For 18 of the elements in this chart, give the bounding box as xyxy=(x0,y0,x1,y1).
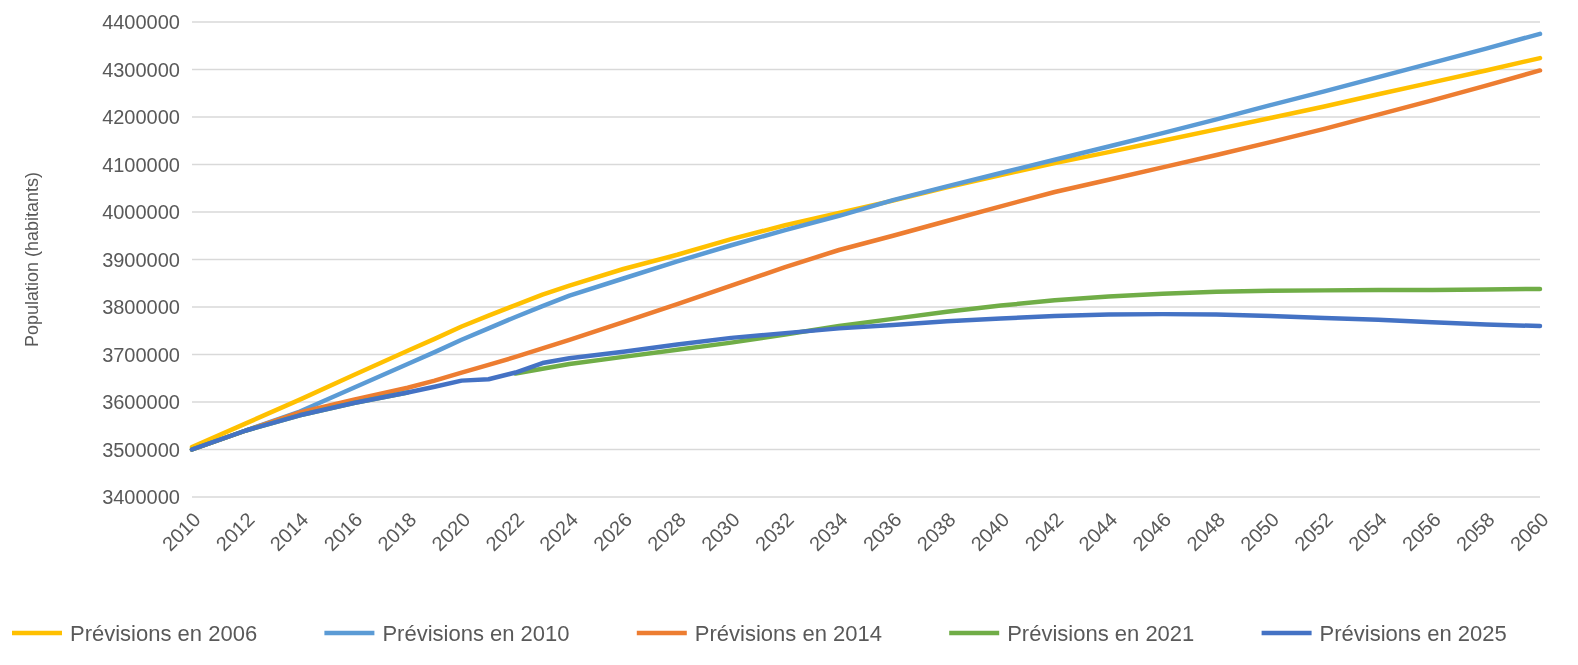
legend-label: Prévisions en 2010 xyxy=(382,620,570,646)
y-tick-label: 3500000 xyxy=(102,438,180,461)
y-tick-label: 4000000 xyxy=(102,201,180,223)
y-tick-label: 4400000 xyxy=(102,11,180,33)
legend-label: Prévisions en 2025 xyxy=(1319,620,1507,646)
y-tick-label: 3400000 xyxy=(102,486,180,508)
legend-label: Prévisions en 2006 xyxy=(70,620,258,646)
y-tick-label: 3800000 xyxy=(102,296,180,318)
legend-label: Prévisions en 2021 xyxy=(1007,620,1195,646)
y-axis-title: Population (habitants) xyxy=(22,171,42,348)
y-tick-label: 4200000 xyxy=(102,106,180,128)
y-tick-label: 3900000 xyxy=(102,248,180,271)
y-tick-label: 3600000 xyxy=(102,391,180,413)
y-tick-label: 3700000 xyxy=(102,343,180,366)
legend-label: Prévisions en 2014 xyxy=(694,620,882,646)
y-tick-label: 4100000 xyxy=(102,153,180,176)
y-tick-label: 4300000 xyxy=(102,58,180,81)
line-series xyxy=(189,311,1543,452)
